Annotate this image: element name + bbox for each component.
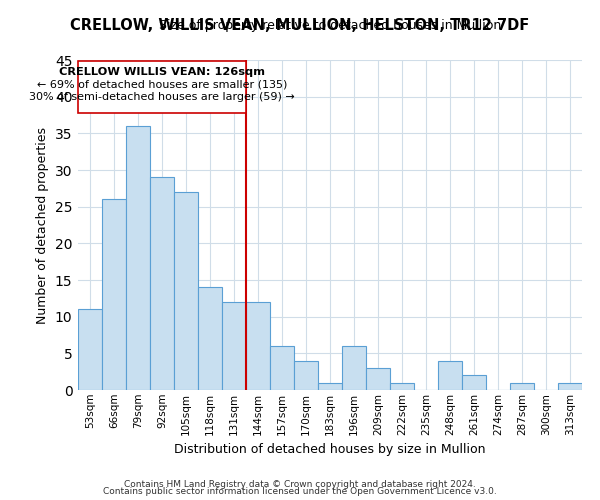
X-axis label: Distribution of detached houses by size in Mullion: Distribution of detached houses by size … xyxy=(174,443,486,456)
FancyBboxPatch shape xyxy=(78,62,246,113)
Text: Contains HM Land Registry data © Crown copyright and database right 2024.: Contains HM Land Registry data © Crown c… xyxy=(124,480,476,489)
Bar xyxy=(246,302,270,390)
Bar xyxy=(462,376,486,390)
Text: CRELLOW WILLIS VEAN: 126sqm: CRELLOW WILLIS VEAN: 126sqm xyxy=(59,66,265,76)
Bar xyxy=(222,302,246,390)
Bar xyxy=(510,382,534,390)
Bar xyxy=(270,346,294,390)
Y-axis label: Number of detached properties: Number of detached properties xyxy=(36,126,49,324)
Text: Contains public sector information licensed under the Open Government Licence v3: Contains public sector information licen… xyxy=(103,488,497,496)
Bar xyxy=(126,126,150,390)
Text: ← 69% of detached houses are smaller (135): ← 69% of detached houses are smaller (13… xyxy=(37,80,287,90)
Text: CRELLOW, WILLIS VEAN, MULLION, HELSTON, TR12 7DF: CRELLOW, WILLIS VEAN, MULLION, HELSTON, … xyxy=(70,18,530,32)
Bar xyxy=(558,382,582,390)
Bar xyxy=(438,360,462,390)
Bar xyxy=(294,360,318,390)
Bar xyxy=(318,382,342,390)
Bar xyxy=(78,310,102,390)
Text: 30% of semi-detached houses are larger (59) →: 30% of semi-detached houses are larger (… xyxy=(29,92,295,102)
Bar xyxy=(390,382,414,390)
Bar xyxy=(198,288,222,390)
Bar xyxy=(102,200,126,390)
Title: Size of property relative to detached houses in Mullion: Size of property relative to detached ho… xyxy=(159,20,501,32)
Bar xyxy=(342,346,366,390)
Bar xyxy=(174,192,198,390)
Bar xyxy=(150,178,174,390)
Bar xyxy=(366,368,390,390)
